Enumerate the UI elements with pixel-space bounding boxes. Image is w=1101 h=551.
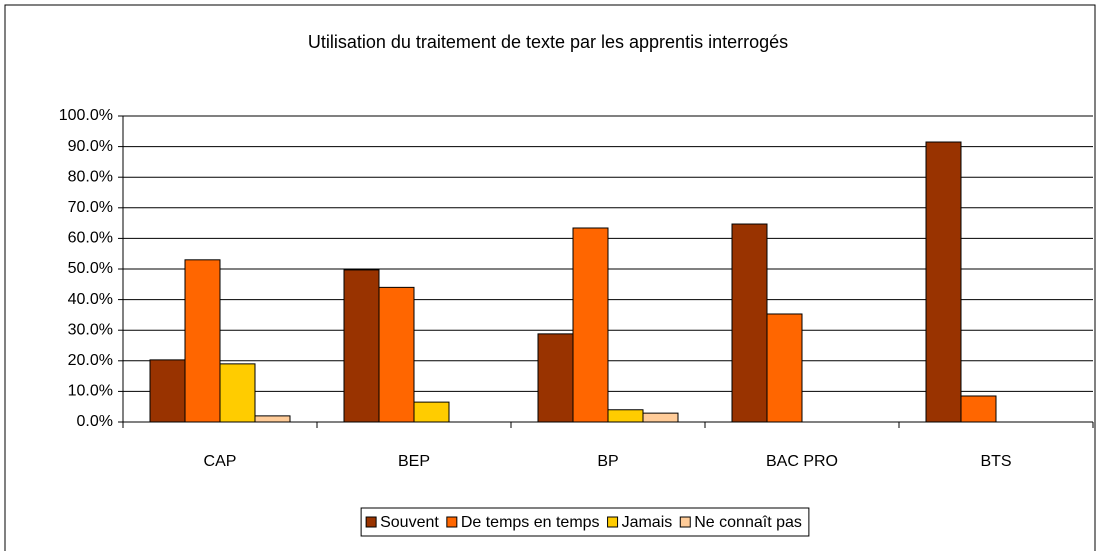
bar — [766, 313, 803, 423]
legend: Souvent De temps en temps Jamais Ne connaît… — [360, 507, 810, 537]
bar — [378, 286, 415, 423]
bar — [537, 333, 574, 423]
y-tick-label: 60.0% — [68, 230, 113, 247]
x-tick-label: BP — [597, 453, 618, 470]
chart-title: Utilisation du traitement de texte par l… — [308, 32, 788, 52]
bar — [642, 412, 679, 423]
bar — [254, 415, 291, 423]
bar — [960, 395, 997, 423]
x-tick-label: BTS — [980, 453, 1011, 470]
bar — [572, 227, 609, 423]
y-tick-label: 40.0% — [68, 291, 113, 308]
y-tick-label: 20.0% — [68, 352, 113, 369]
legend-swatch — [679, 516, 691, 528]
legend-label: Souvent — [380, 514, 439, 531]
y-tick-label: 90.0% — [68, 138, 113, 155]
y-tick-label: 30.0% — [68, 321, 113, 338]
bar — [607, 409, 644, 423]
y-tick-label: 10.0% — [68, 383, 113, 400]
y-tick-label: 50.0% — [68, 260, 113, 277]
legend-label: Jamais — [622, 514, 673, 531]
bar — [219, 363, 256, 423]
legend-swatch — [607, 516, 619, 528]
legend-swatch — [365, 516, 377, 528]
y-tick-label: 70.0% — [68, 199, 113, 216]
legend-label: Ne connaît pas — [694, 514, 802, 531]
bar — [343, 269, 380, 423]
bar — [149, 359, 186, 423]
y-tick-label: 80.0% — [68, 168, 113, 185]
bar — [731, 223, 768, 423]
legend-swatch — [446, 516, 458, 528]
x-tick-label: CAP — [204, 453, 237, 470]
legend-box — [360, 507, 810, 537]
y-tick-label: 100.0% — [59, 107, 113, 124]
y-tick-label: 0.0% — [77, 413, 113, 430]
bar — [413, 401, 450, 423]
bar — [925, 141, 962, 423]
bar — [184, 259, 221, 423]
legend-label: De temps en temps — [461, 514, 600, 531]
x-tick-label: BEP — [398, 453, 430, 470]
x-tick-label: BAC PRO — [766, 453, 838, 470]
